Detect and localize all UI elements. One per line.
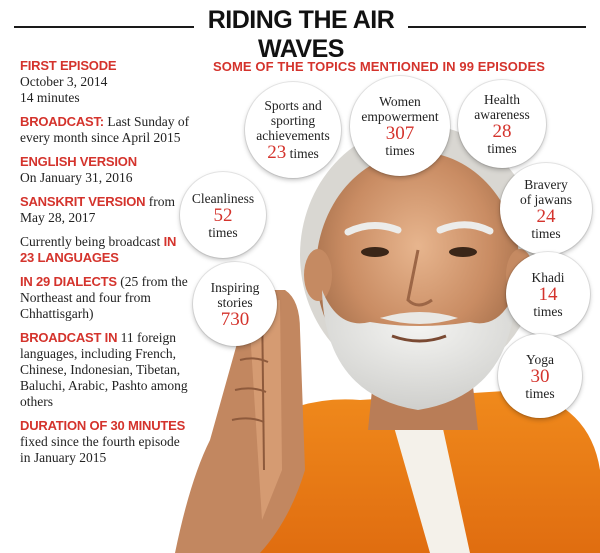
fact-text: from May 28, 2017 — [20, 194, 175, 225]
fact-text: fixed since the fourth episode in Januar… — [20, 434, 180, 465]
topic-bubble-yoga: Yoga 30 times — [498, 334, 582, 418]
fact-text: 11 foreign languages, including French, … — [20, 330, 188, 409]
fact-sanskrit: SANSKRIT VERSION from May 28, 2017 — [20, 194, 192, 226]
topic-count: 730 — [220, 308, 250, 330]
title-bar: RIDING THE AIR WAVES — [0, 4, 600, 63]
topic-bubble-health: Health awareness 28 times — [458, 80, 546, 168]
topic-bubble-cleanliness: Cleanliness 52 times — [180, 172, 266, 258]
fact-highlight: IN 23 LANGUAGES — [20, 234, 177, 265]
topic-count: 23 — [267, 142, 287, 163]
fact-text: Currently being broadcast — [20, 234, 164, 249]
fact-heading: SANSKRIT VERSION — [20, 194, 146, 209]
topic-bubble-sports: Sports and sporting achievements 23 time… — [245, 82, 341, 178]
fact-text: Last Sunday of every month since April 2… — [20, 114, 190, 145]
fact-heading: IN 29 DIALECTS — [20, 274, 117, 289]
topic-unit: times — [525, 385, 555, 401]
topic-bubble-bravery: Bravery of jawans 24 times — [500, 163, 592, 255]
fact-broadcast: BROADCAST: Last Sunday of every month si… — [20, 114, 192, 146]
topic-label: Cleanliness — [191, 190, 255, 206]
topic-count: 307 — [385, 123, 415, 144]
topic-label: Inspiring stories — [210, 279, 260, 310]
fact-date: October 3, 2014 — [20, 74, 108, 89]
topic-count: 30 — [530, 365, 550, 387]
fact-first-episode: FIRST EPISODE October 3, 2014 14 minutes — [20, 58, 192, 106]
fact-heading: DURATION OF 30 MINUTES — [20, 418, 186, 433]
fact-heading: BROADCAST: — [20, 114, 104, 129]
topic-unit: times — [533, 303, 563, 319]
topic-bubble-khadi: Khadi 14 times — [506, 252, 590, 336]
topic-count: 14 — [538, 283, 558, 305]
topic-label: Khadi — [531, 269, 565, 285]
page-title: RIDING THE AIR WAVES — [207, 6, 395, 63]
topic-label: Women empowerment — [361, 94, 439, 124]
topic-unit: times — [289, 146, 319, 161]
fact-duration: 14 minutes — [20, 90, 80, 105]
fact-text: (25 from the Northeast and four from Chh… — [20, 274, 188, 321]
fact-duration-30: DURATION OF 30 MINUTES fixed since the f… — [20, 418, 192, 466]
fact-dialects: IN 29 DIALECTS (25 from the Northeast an… — [20, 274, 192, 322]
title-rule-left — [14, 26, 194, 28]
topic-count: 28 — [492, 121, 512, 142]
topic-label: Sports and sporting achievements — [256, 98, 330, 143]
topic-count: 24 — [536, 206, 556, 227]
topic-unit: times — [208, 224, 238, 240]
topic-label: Yoga — [526, 351, 554, 367]
topic-unit: times — [487, 141, 517, 156]
fact-heading: BROADCAST IN — [20, 330, 118, 345]
facts-column: FIRST EPISODE October 3, 2014 14 minutes… — [20, 58, 192, 474]
topics-heading: SOME OF THE TOPICS MENTIONED IN 99 EPISO… — [213, 59, 546, 74]
fact-languages: Currently being broadcast IN 23 LANGUAGE… — [20, 234, 192, 266]
title-rule-right — [408, 26, 586, 28]
fact-heading: FIRST EPISODE — [20, 58, 117, 73]
fact-text: On January 31, 2016 — [20, 170, 133, 185]
topic-bubble-women: Women empowerment 307 times — [350, 76, 450, 176]
topic-unit: times — [385, 143, 415, 158]
topic-label: Bravery of jawans — [519, 177, 573, 207]
topic-bubble-inspiring: Inspiring stories 730 — [193, 262, 277, 346]
fact-heading: ENGLISH VERSION — [20, 154, 137, 169]
fact-english: ENGLISH VERSION On January 31, 2016 — [20, 154, 192, 186]
topic-unit: times — [531, 226, 561, 241]
topic-label: Health awareness — [474, 92, 530, 122]
fact-foreign: BROADCAST IN 11 foreign languages, inclu… — [20, 330, 192, 410]
topic-count: 52 — [213, 204, 233, 226]
